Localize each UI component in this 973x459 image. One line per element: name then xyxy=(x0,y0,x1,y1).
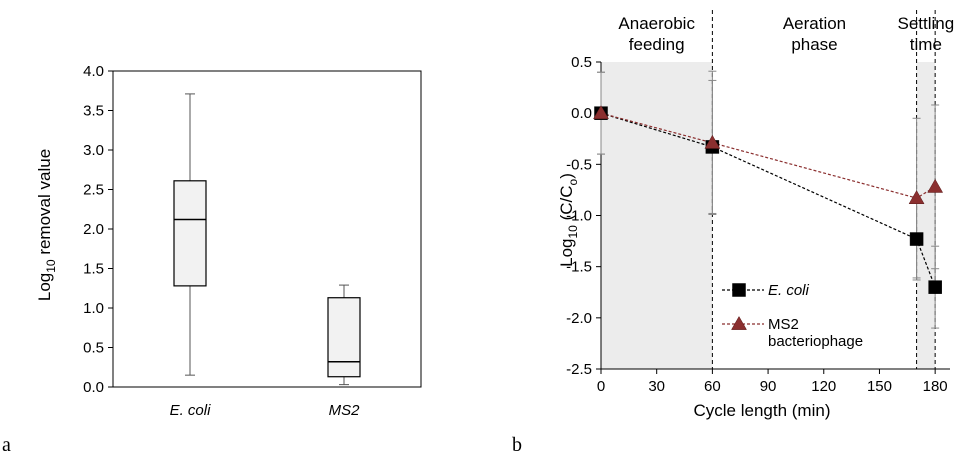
box-y-tick-label: 1.5 xyxy=(83,261,104,278)
legend-label: E. coli xyxy=(768,282,810,299)
panel-label-a: a xyxy=(2,434,11,456)
box-iqr xyxy=(327,297,361,378)
box-category-label: E. coli xyxy=(170,402,212,419)
box-category-label: MS2 xyxy=(329,402,361,419)
box-panel: a Log10 removal value 0.0 0.5 1.0 1.5 2.0 2.5… xyxy=(2,63,422,456)
line-y-tick-label: 0.0 xyxy=(571,105,592,122)
phase-title-line2: feeding xyxy=(629,35,685,54)
line-y-tick-label: -1.0 xyxy=(566,208,592,225)
legend-label: MS2 xyxy=(768,316,799,333)
box-y-tick-label: 3.5 xyxy=(83,103,104,120)
box-y-tick-label: 1.0 xyxy=(83,300,104,317)
line-x-tick-label: 150 xyxy=(867,378,892,395)
box-iqr xyxy=(173,180,207,287)
data-point xyxy=(704,134,721,149)
line-x-tick-label: 180 xyxy=(923,378,948,395)
phase-title-line2: phase xyxy=(791,35,837,54)
line-x-tick-label: 120 xyxy=(811,378,836,395)
phase-shade xyxy=(601,62,713,369)
box-y-tick-label: 2.5 xyxy=(83,182,104,199)
box-plot-frame xyxy=(112,70,422,388)
box-y-tick-label: 4.0 xyxy=(83,63,104,80)
line-x-tick-label: 30 xyxy=(648,378,665,395)
box-y-tick-label: 0.0 xyxy=(83,379,104,396)
line-ylabel: Log10 (C/Co) xyxy=(557,173,580,267)
line-y-tick-label: 0.5 xyxy=(571,54,592,71)
box-y-tick-label: 0.5 xyxy=(83,340,104,357)
line-x-tick-label: 90 xyxy=(760,378,777,395)
line-xlabel: Cycle length (min) xyxy=(694,401,831,420)
series-line xyxy=(600,112,936,288)
legend-marker xyxy=(732,283,746,297)
data-point xyxy=(927,178,944,193)
box-ylabel: Log10 removal value xyxy=(35,149,58,301)
data-point xyxy=(908,190,925,204)
data-point xyxy=(593,105,609,120)
legend-label-line2: bacteriophage xyxy=(768,333,863,350)
line-y-tick-label: -0.5 xyxy=(566,156,592,173)
phase-shade xyxy=(916,62,936,369)
phase-title-line2: time xyxy=(910,35,942,54)
line-y-tick-label: -1.5 xyxy=(566,259,592,276)
line-x-tick-label: 60 xyxy=(704,378,721,395)
panel-label-b: b xyxy=(512,434,522,456)
box-y-tick-label: 3.0 xyxy=(83,142,104,159)
line-y-tick-label: -2.0 xyxy=(566,310,592,327)
data-point xyxy=(928,280,942,294)
phase-title-line1: Anaerobic xyxy=(618,14,695,33)
phase-title-line1: Aeration xyxy=(783,14,846,33)
line-x-tick-label: 0 xyxy=(597,378,605,395)
legend-marker xyxy=(731,315,747,330)
phase-title-line1: Settling xyxy=(898,14,955,33)
series-line xyxy=(600,112,936,199)
line-panel: b Log10 (C/Co) Cycle length (min) Anaero… xyxy=(512,10,954,456)
box-y-tick-label: 2.0 xyxy=(83,221,104,238)
data-point xyxy=(909,232,924,246)
line-y-tick-label: -2.5 xyxy=(566,361,592,378)
